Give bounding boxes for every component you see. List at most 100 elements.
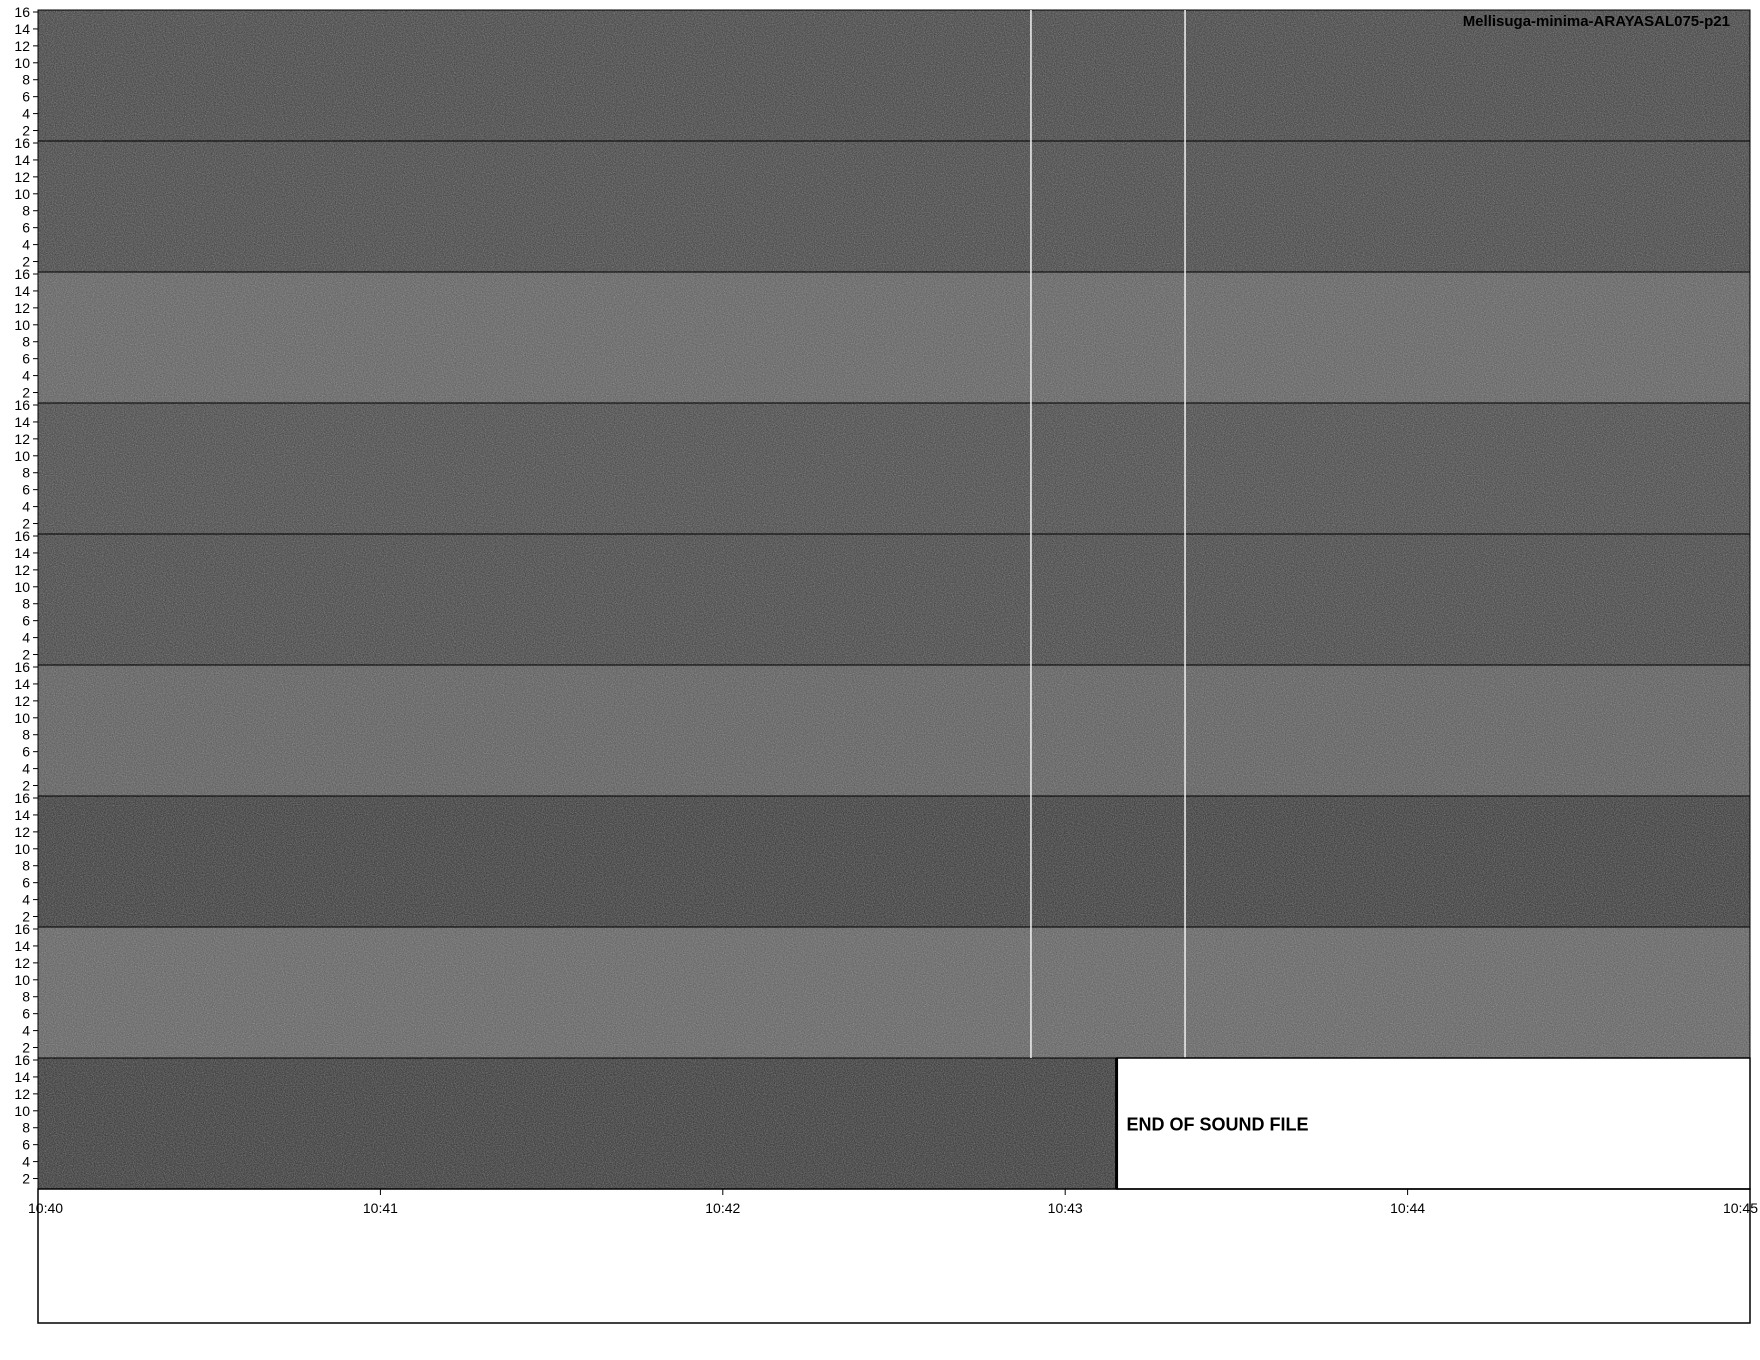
spectrogram-row: [37, 9, 1751, 142]
spectrogram-rows: [37, 9, 1751, 1190]
y-tick-label: 6: [22, 875, 30, 891]
x-tick-label: 10:44: [1390, 1200, 1425, 1216]
y-tick-label: 6: [22, 89, 30, 105]
y-tick-label: 12: [14, 693, 30, 709]
y-tick-label: 14: [14, 21, 30, 37]
y-tick-label: 16: [14, 528, 30, 544]
y-tick-label: 4: [22, 630, 30, 646]
y-tick-label: 2: [22, 647, 30, 663]
y-tick-label: 14: [14, 938, 30, 954]
y-tick-label: 10: [14, 317, 30, 333]
y-tick-label: 8: [22, 465, 30, 481]
x-tick-label: 10:43: [1048, 1200, 1083, 1216]
y-tick-label: 16: [14, 1052, 30, 1068]
y-tick-label: 6: [22, 351, 30, 367]
y-tick-label: 12: [14, 955, 30, 971]
y-tick-label: 14: [14, 545, 30, 561]
y-tick-label: 10: [14, 972, 30, 988]
row-noise: [38, 10, 1750, 141]
y-tick-label: 12: [14, 431, 30, 447]
y-tick-label: 14: [14, 807, 30, 823]
y-tick-label: 6: [22, 744, 30, 760]
y-tick-label: 16: [14, 4, 30, 20]
y-tick-label: 10: [14, 186, 30, 202]
y-tick-label: 4: [22, 368, 30, 384]
x-tick-label: 10:45: [1723, 1200, 1758, 1216]
empty-bottom-panel: [37, 1188, 1751, 1324]
y-tick-label: 14: [14, 414, 30, 430]
y-tick-label: 8: [22, 858, 30, 874]
y-tick-label: 6: [22, 1137, 30, 1153]
y-tick-label: 4: [22, 761, 30, 777]
x-tick-label: 10:41: [363, 1200, 398, 1216]
y-tick-label: 12: [14, 824, 30, 840]
y-tick-label: 10: [14, 841, 30, 857]
y-tick-label: 4: [22, 106, 30, 122]
y-tick-label: 2: [22, 516, 30, 532]
y-tick-label: 14: [14, 152, 30, 168]
y-tick-label: 16: [14, 397, 30, 413]
y-tick-label: 4: [22, 237, 30, 253]
y-tick-label: 8: [22, 334, 30, 350]
y-tick-label: 8: [22, 1120, 30, 1136]
time-axis: 10:40 10:41 10:42 10:43 10:44 10:45: [28, 1189, 1758, 1216]
y-tick-label: 4: [22, 1023, 30, 1039]
y-tick-label: 2: [22, 254, 30, 270]
y-tick-label: 16: [14, 266, 30, 282]
y-tick-label: 4: [22, 892, 30, 908]
spectrogram-row: [37, 140, 1751, 273]
spectrogram-row: [37, 533, 1751, 666]
y-tick-label: 10: [14, 55, 30, 71]
y-tick-label: 8: [22, 727, 30, 743]
y-tick-label: 6: [22, 482, 30, 498]
spectrogram-row: [37, 926, 1751, 1059]
y-tick-label: 10: [14, 710, 30, 726]
y-tick-label: 14: [14, 676, 30, 692]
frequency-axis: 2468101214162468101214162468101214162468…: [14, 4, 38, 1187]
y-tick-label: 8: [22, 989, 30, 1005]
chart-title: Mellisuga-minima-ARAYASAL075-p21: [1463, 13, 1730, 30]
y-tick-label: 6: [22, 613, 30, 629]
y-tick-label: 8: [22, 72, 30, 88]
row-noise: [38, 534, 1750, 665]
y-tick-label: 12: [14, 169, 30, 185]
y-tick-label: 2: [22, 123, 30, 139]
y-tick-label: 4: [22, 1154, 30, 1170]
y-tick-label: 4: [22, 499, 30, 515]
y-tick-label: 2: [22, 385, 30, 401]
time-markers: [1030, 10, 1186, 1058]
row-noise: [38, 927, 1750, 1058]
y-tick-label: 16: [14, 921, 30, 937]
y-tick-label: 16: [14, 790, 30, 806]
y-tick-label: 2: [22, 909, 30, 925]
y-tick-label: 16: [14, 659, 30, 675]
spectrogram-row: [37, 402, 1751, 535]
x-tick-label: 10:40: [28, 1200, 63, 1216]
row-noise: [38, 141, 1750, 272]
end-of-file-label: END OF SOUND FILE: [1127, 1115, 1309, 1135]
y-tick-label: 2: [22, 778, 30, 794]
y-tick-label: 8: [22, 203, 30, 219]
row-noise: [38, 403, 1750, 534]
row-noise: [38, 272, 1750, 403]
y-tick-label: 2: [22, 1171, 30, 1187]
y-tick-label: 2: [22, 1040, 30, 1056]
y-tick-label: 12: [14, 38, 30, 54]
y-tick-label: 10: [14, 448, 30, 464]
spectrogram-row: [37, 1057, 1751, 1190]
y-tick-label: 16: [14, 135, 30, 151]
y-tick-label: 10: [14, 579, 30, 595]
row-noise: [38, 1058, 1117, 1189]
y-tick-label: 12: [14, 300, 30, 316]
spectrogram-row: [37, 664, 1751, 797]
y-tick-label: 12: [14, 562, 30, 578]
row-noise: [38, 796, 1750, 927]
y-tick-label: 6: [22, 1006, 30, 1022]
y-tick-label: 8: [22, 596, 30, 612]
spectrogram-row: [37, 271, 1751, 404]
end-of-file-box: [1115, 1057, 1751, 1190]
y-tick-label: 6: [22, 220, 30, 236]
y-tick-label: 14: [14, 1069, 30, 1085]
end-of-file-region: END OF SOUND FILE: [1115, 1057, 1751, 1190]
